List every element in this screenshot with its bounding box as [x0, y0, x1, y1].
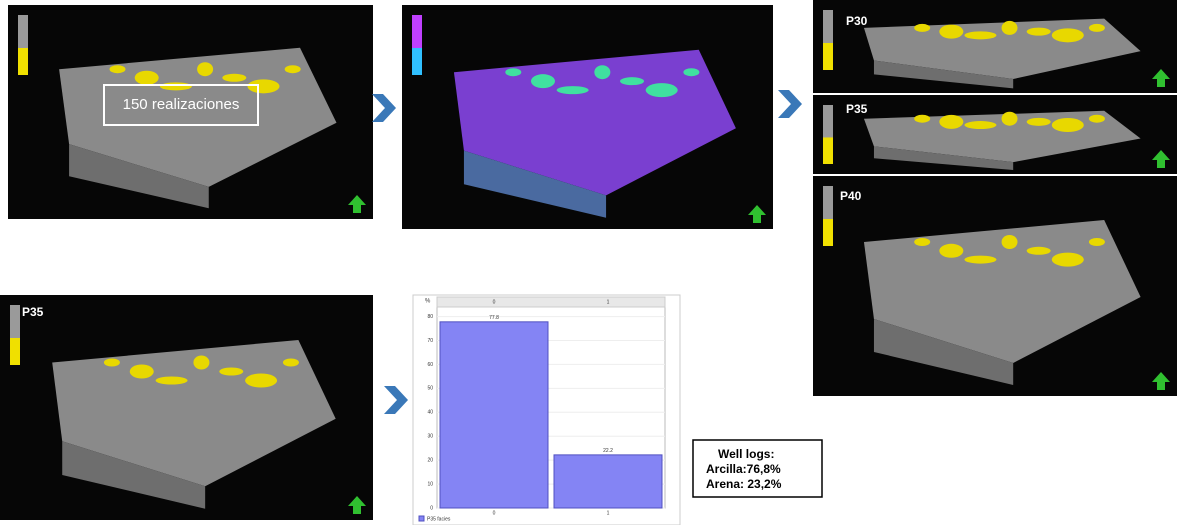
facies-blob — [1027, 118, 1051, 126]
facies-blob — [964, 256, 996, 264]
arrow — [778, 90, 802, 118]
facies-blob — [914, 238, 930, 246]
color-legend — [18, 48, 28, 75]
facies-blob — [283, 359, 299, 367]
facies-blob — [505, 68, 521, 76]
facies-blob — [222, 74, 246, 82]
arrow — [384, 386, 408, 414]
facies-blob — [620, 77, 644, 85]
facies-blob — [1002, 235, 1018, 249]
legend-label: P35 facies — [427, 516, 451, 522]
well-logs-clay: Arcilla:76,8% — [706, 462, 781, 476]
facies-blob — [160, 82, 192, 90]
y-tick-label: 0 — [430, 505, 433, 511]
facies-blob — [1052, 253, 1084, 267]
facies-blob — [939, 244, 963, 258]
facies-blob — [219, 368, 243, 376]
facies-blob — [1089, 24, 1105, 32]
well-logs-title: Well logs: — [718, 447, 774, 461]
facies-blob — [964, 31, 996, 39]
facies-blob — [1002, 112, 1018, 126]
facies-blob — [110, 65, 126, 73]
facies-blob — [156, 377, 188, 385]
y-tick-label: 60 — [427, 362, 433, 368]
facies-blob — [1089, 238, 1105, 246]
value-label: 22.2 — [603, 448, 613, 454]
facies-blob — [557, 86, 589, 94]
facies-blob — [646, 83, 678, 97]
facies-blob — [1027, 247, 1051, 255]
page: {"panels": {"realizations": "150 realiza… — [0, 0, 1177, 525]
y-tick-label: 70 — [427, 338, 433, 344]
facies-blob — [1052, 118, 1084, 132]
bar-chart: % 0 10 20 30 40 50 60 70 80 0 0 77.8 1 1 22.2 P35 facies — [419, 297, 665, 522]
header-row — [437, 297, 665, 307]
y-tick-label: 50 — [427, 386, 433, 392]
x-tick-label: 0 — [493, 510, 496, 516]
p35-label: P35 — [846, 102, 868, 116]
facies-blob — [939, 25, 963, 39]
legend-swatch — [419, 516, 424, 521]
facies-blob — [914, 24, 930, 32]
facies-blob — [104, 359, 120, 367]
well-logs-sand: Arena: 23,2% — [706, 477, 782, 491]
facies-blob — [914, 115, 930, 123]
facies-blob — [130, 365, 154, 379]
facies-blob — [1089, 115, 1105, 123]
facies-blob — [939, 115, 963, 129]
y-tick-label: 10 — [427, 481, 433, 487]
facies-blob — [531, 74, 555, 88]
facies-blob — [964, 121, 996, 129]
color-legend — [10, 338, 20, 365]
facies-blob — [1027, 28, 1051, 36]
facies-blob — [248, 79, 280, 93]
p30-label: P30 — [846, 14, 868, 28]
y-tick-label: 80 — [427, 314, 433, 320]
facies-blob — [594, 65, 610, 79]
y-tick-label: 30 — [427, 434, 433, 440]
facies-blob — [245, 374, 277, 388]
color-legend — [823, 43, 833, 70]
p40-label: P40 — [840, 189, 862, 203]
column-header: 0 — [493, 299, 496, 305]
color-legend — [823, 219, 833, 246]
y-axis-label: % — [425, 299, 431, 305]
facies-blob — [135, 71, 159, 85]
facies-blob — [197, 62, 213, 76]
column-header: 1 — [607, 299, 610, 305]
facies-blob — [1002, 21, 1018, 35]
p35-result-label: P35 — [22, 305, 44, 319]
color-legend — [412, 48, 422, 75]
value-label: 77.8 — [489, 315, 499, 321]
realizations-label: 150 realizaciones — [123, 96, 240, 113]
facies-blob — [193, 356, 209, 370]
bar — [440, 322, 548, 508]
arrow — [372, 94, 396, 122]
bar — [554, 455, 662, 508]
facies-blob — [285, 65, 301, 73]
facies-blob — [683, 68, 699, 76]
y-tick-label: 40 — [427, 410, 433, 416]
slide: 150 realizaciones P30 P35 P40 P35 %01020… — [0, 0, 1177, 525]
y-tick-label: 20 — [427, 457, 433, 463]
facies-blob — [1052, 28, 1084, 42]
x-tick-label: 1 — [607, 510, 610, 516]
color-legend — [823, 137, 833, 164]
